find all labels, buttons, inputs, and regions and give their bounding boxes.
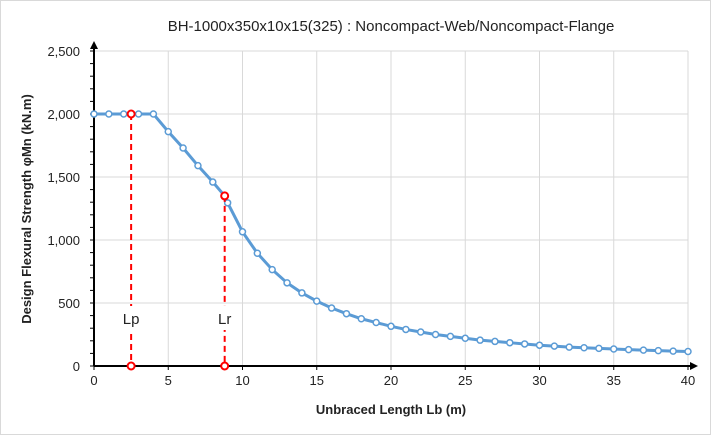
data-point xyxy=(90,110,98,118)
data-point xyxy=(550,342,559,350)
y-axis-label: Design Flexural Strength φMn (kN.m) xyxy=(19,94,34,324)
x-axis-arrow xyxy=(690,362,698,370)
data-point xyxy=(402,325,410,334)
data-point xyxy=(327,304,336,312)
marker-label: Lr xyxy=(218,311,231,328)
data-point xyxy=(446,332,455,341)
data-point xyxy=(119,110,128,118)
data-point xyxy=(387,322,395,331)
x-tick-label: 20 xyxy=(384,373,398,388)
data-point xyxy=(565,343,573,351)
x-tick-label: 0 xyxy=(90,373,97,388)
data-point xyxy=(654,346,663,355)
data-point xyxy=(238,228,247,236)
data-point xyxy=(268,265,276,274)
marker-label: Lp xyxy=(123,311,140,328)
y-axis-arrow xyxy=(90,41,98,49)
chart-title: BH-1000x350x10x15(325) : Noncompact-Web/… xyxy=(168,18,615,35)
x-axis-label: Unbraced Length Lb (m) xyxy=(316,402,466,417)
marker-point xyxy=(220,191,230,201)
y-tick-label: 0 xyxy=(73,359,80,374)
data-point xyxy=(506,338,514,347)
x-tick-label: 25 xyxy=(458,373,472,388)
marker-label-bg xyxy=(210,306,239,330)
data-point xyxy=(194,161,202,170)
data-point xyxy=(149,110,158,118)
data-point xyxy=(313,297,321,305)
data-point xyxy=(461,334,469,343)
data-point xyxy=(134,110,143,118)
y-tick-label: 2,000 xyxy=(47,107,80,122)
x-tick-label: 10 xyxy=(235,373,249,388)
y-tick-label: 1,500 xyxy=(47,170,80,185)
marker-label-bg xyxy=(117,306,146,330)
data-point xyxy=(298,289,306,297)
marker-base-point xyxy=(220,361,230,371)
data-point xyxy=(491,337,499,346)
data-point xyxy=(372,318,380,327)
data-point xyxy=(595,344,603,353)
data-point xyxy=(684,347,692,356)
data-point xyxy=(520,340,529,348)
data-point xyxy=(669,347,677,355)
data-point xyxy=(624,345,633,354)
marker-base-point xyxy=(126,361,136,371)
data-point xyxy=(431,330,440,339)
data-point xyxy=(283,279,291,287)
data-point xyxy=(580,343,588,352)
data-point xyxy=(179,144,187,152)
data-point xyxy=(223,199,232,207)
data-point xyxy=(164,127,172,136)
y-tick-label: 500 xyxy=(58,296,80,311)
x-tick-label: 15 xyxy=(310,373,324,388)
y-tick-label: 2,500 xyxy=(47,44,80,59)
marker-point xyxy=(126,109,136,119)
data-point xyxy=(416,328,425,336)
data-point xyxy=(342,309,351,318)
data-point xyxy=(105,110,113,118)
data-point xyxy=(535,341,544,349)
x-tick-label: 40 xyxy=(681,373,695,388)
data-point xyxy=(357,315,366,323)
x-tick-label: 35 xyxy=(607,373,621,388)
data-point xyxy=(639,346,648,354)
data-point xyxy=(209,178,217,186)
data-point xyxy=(610,345,618,353)
data-point xyxy=(253,249,262,257)
x-tick-label: 5 xyxy=(165,373,172,388)
data-point xyxy=(476,336,484,344)
x-tick-label: 30 xyxy=(532,373,546,388)
y-tick-label: 1,000 xyxy=(47,233,80,248)
